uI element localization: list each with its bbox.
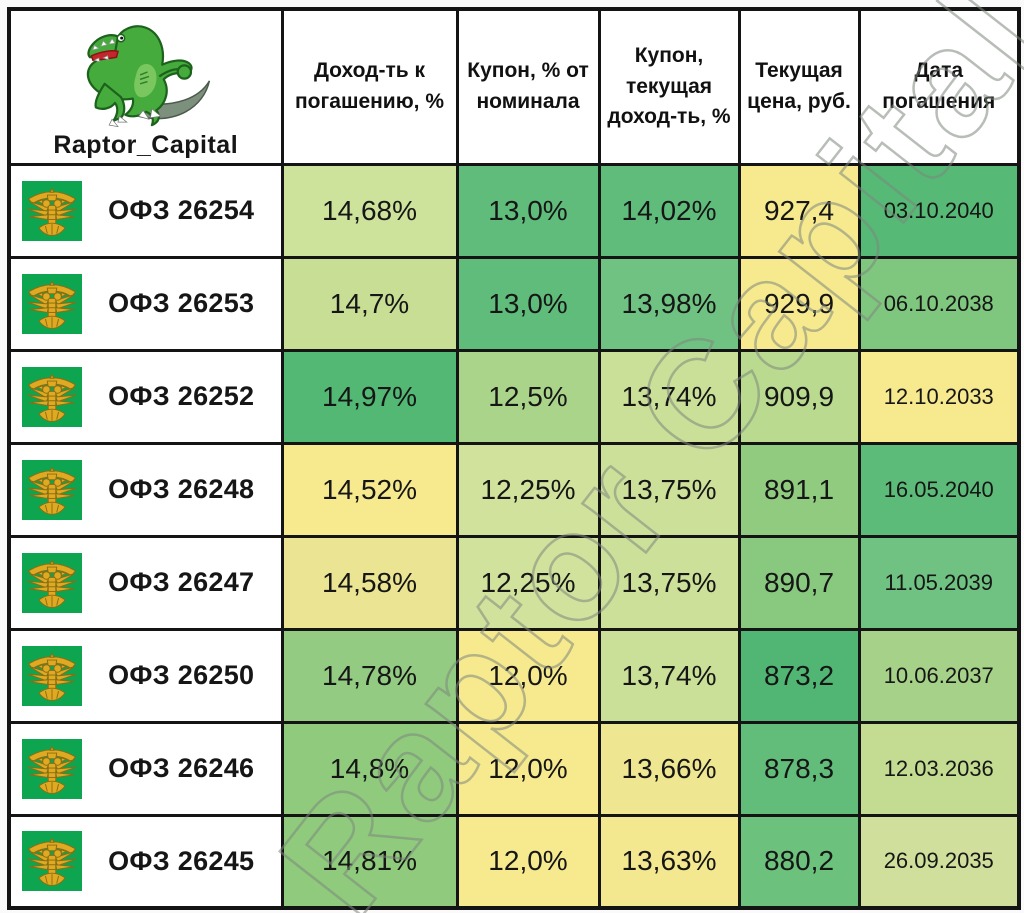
bond-name-cell: ОФЗ 26250: [7, 627, 284, 724]
price-value: 890,7: [737, 534, 861, 631]
bond-name: ОФЗ 26247: [108, 567, 255, 597]
ytm-value: 14,52%: [280, 441, 459, 538]
table-row: ОФЗ 26248 14,52% 12,25% 13,75% 891,1 16.…: [7, 441, 1021, 538]
bond-name: ОФЗ 26253: [108, 288, 255, 318]
raptor-logo-icon: [71, 13, 221, 131]
bond-name-cell: ОФЗ 26253: [7, 255, 284, 352]
col-header-coupon: Купон, % от номинала: [455, 7, 601, 166]
bond-name-cell: ОФЗ 26246: [7, 720, 284, 817]
header-row: Raptor_Capital Доход-ть к погашению, % К…: [7, 7, 1021, 166]
col-header-ytm: Доход-ть к погашению, %: [280, 7, 459, 166]
maturity-date: 26.09.2035: [857, 813, 1021, 910]
maturity-date: 12.03.2036: [857, 720, 1021, 817]
bond-name: ОФЗ 26254: [108, 195, 255, 225]
coupon-value: 13,0%: [455, 162, 601, 259]
coupon-value: 12,5%: [455, 348, 601, 445]
minfin-emblem-icon: [22, 739, 82, 799]
table-row: ОФЗ 26250 14,78% 12,0% 13,74% 873,2 10.0…: [7, 627, 1021, 724]
price-value: 873,2: [737, 627, 861, 724]
minfin-emblem-icon: [22, 274, 82, 334]
table-row: ОФЗ 26247 14,58% 12,25% 13,75% 890,7 11.…: [7, 534, 1021, 631]
ytm-value: 14,58%: [280, 534, 459, 631]
minfin-emblem-icon: [22, 646, 82, 706]
bond-name: ОФЗ 26250: [108, 660, 255, 690]
ytm-value: 14,81%: [280, 813, 459, 910]
bond-name-cell: ОФЗ 26252: [7, 348, 284, 445]
coupon-value: 12,25%: [455, 534, 601, 631]
bond-name-cell: ОФЗ 26247: [7, 534, 284, 631]
col-header-maturity: Дата погашения: [857, 7, 1021, 166]
minfin-emblem-icon: [22, 460, 82, 520]
ytm-value: 14,7%: [280, 255, 459, 352]
bond-name: ОФЗ 26245: [108, 845, 255, 876]
bond-name-cell: ОФЗ 26254: [7, 162, 284, 259]
col-header-price: Текущая цена, руб.: [737, 7, 861, 166]
coupon-value: 12,0%: [455, 627, 601, 724]
table-row: ОФЗ 26252 14,97% 12,5% 13,74% 909,9 12.1…: [7, 348, 1021, 445]
ytm-value: 14,8%: [280, 720, 459, 817]
maturity-date: 06.10.2038: [857, 255, 1021, 352]
price-value: 891,1: [737, 441, 861, 538]
coupon-value: 12,0%: [455, 813, 601, 910]
maturity-date: 03.10.2040: [857, 162, 1021, 259]
current-yield-value: 13,63%: [597, 813, 741, 910]
current-yield-value: 13,98%: [597, 255, 741, 352]
current-yield-value: 13,74%: [597, 348, 741, 445]
ytm-value: 14,97%: [280, 348, 459, 445]
col-header-current-yield: Купон, текущая доход-ть, %: [597, 7, 741, 166]
table-row: ОФЗ 26245 14,81% 12,0% 13,63% 880,2 26.0…: [7, 813, 1021, 910]
minfin-emblem-icon: [22, 831, 82, 891]
minfin-emblem-icon: [22, 553, 82, 613]
bond-name-cell: ОФЗ 26248: [7, 441, 284, 538]
coupon-value: 12,25%: [455, 441, 601, 538]
coupon-value: 12,0%: [455, 720, 601, 817]
price-value: 929,9: [737, 255, 861, 352]
current-yield-value: 13,74%: [597, 627, 741, 724]
maturity-date: 16.05.2040: [857, 441, 1021, 538]
current-yield-value: 14,02%: [597, 162, 741, 259]
brand-cell: Raptor_Capital: [7, 7, 284, 166]
bond-name: ОФЗ 26252: [108, 381, 255, 411]
maturity-date: 11.05.2039: [857, 534, 1021, 631]
brand-name: Raptor_Capital: [53, 130, 239, 159]
coupon-value: 13,0%: [455, 255, 601, 352]
current-yield-value: 13,66%: [597, 720, 741, 817]
price-value: 909,9: [737, 348, 861, 445]
table-row: ОФЗ 26253 14,7% 13,0% 13,98% 929,9 06.10…: [7, 255, 1021, 352]
ytm-value: 14,78%: [280, 627, 459, 724]
minfin-emblem-icon: [22, 181, 82, 241]
maturity-date: 12.10.2033: [857, 348, 1021, 445]
minfin-emblem-icon: [22, 367, 82, 427]
price-value: 878,3: [737, 720, 861, 817]
price-value: 927,4: [737, 162, 861, 259]
bond-name: ОФЗ 26248: [108, 474, 255, 504]
ytm-value: 14,68%: [280, 162, 459, 259]
ofz-bond-table: Raptor_Capital Доход-ть к погашению, % К…: [7, 7, 1021, 910]
current-yield-value: 13,75%: [597, 534, 741, 631]
bond-name: ОФЗ 26246: [108, 753, 255, 783]
price-value: 880,2: [737, 813, 861, 910]
table-row: ОФЗ 26246 14,8% 12,0% 13,66% 878,3 12.03…: [7, 720, 1021, 817]
current-yield-value: 13,75%: [597, 441, 741, 538]
table-row: ОФЗ 26254 14,68% 13,0% 14,02% 927,4 03.1…: [7, 162, 1021, 259]
maturity-date: 10.06.2037: [857, 627, 1021, 724]
bond-name-cell: ОФЗ 26245: [7, 813, 284, 910]
